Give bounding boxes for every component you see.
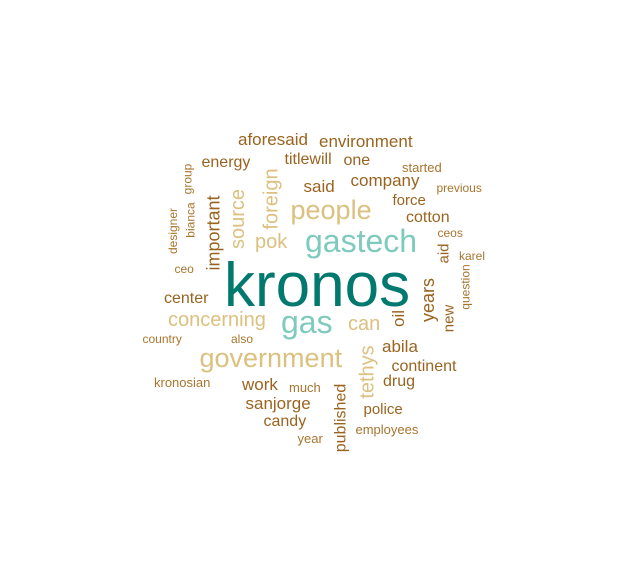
- word-government: government: [199, 342, 343, 373]
- word-previous: previous: [436, 181, 482, 195]
- word-foreign: foreign: [260, 168, 283, 230]
- word-center: center: [164, 290, 209, 307]
- word-new: new: [440, 304, 458, 332]
- word-bianca: bianca: [183, 202, 198, 238]
- word-energy: energy: [201, 154, 251, 171]
- word-important: important: [203, 195, 224, 271]
- word-aid: aid: [435, 242, 453, 264]
- word-country: country: [142, 332, 182, 346]
- word-said: said: [303, 176, 335, 196]
- word-oil: oil: [388, 309, 408, 327]
- word-question: question: [458, 264, 473, 310]
- word-work: work: [242, 374, 278, 394]
- word-ceos: ceos: [437, 226, 463, 240]
- word-can: can: [348, 313, 381, 335]
- word-environment: environment: [319, 131, 413, 151]
- word-years: years: [418, 277, 439, 323]
- word-drug: drug: [383, 373, 416, 390]
- word-year: year: [297, 430, 323, 446]
- word-much: much: [289, 379, 321, 395]
- word-company: company: [350, 170, 420, 190]
- word-kronosian: kronosian: [154, 374, 211, 390]
- word-candy: candy: [263, 413, 307, 430]
- word-kronos: kronos: [224, 251, 411, 320]
- word-titlewill: titlewill: [284, 151, 332, 168]
- word-ceo: ceo: [174, 262, 194, 276]
- word-continent: continent: [391, 358, 457, 375]
- word-sanjorge: sanjorge: [245, 393, 311, 413]
- word-gastech: gastech: [305, 223, 418, 259]
- word-group: group: [179, 163, 194, 195]
- word-pok: pok: [255, 231, 288, 253]
- word-also: also: [231, 332, 254, 346]
- word-police: police: [363, 400, 403, 418]
- word-started: started: [402, 159, 442, 175]
- word-one: one: [343, 152, 371, 169]
- word-cotton: cotton: [406, 209, 450, 226]
- word-published: published: [331, 383, 349, 453]
- word-karel: karel: [459, 249, 486, 263]
- word-designer: designer: [166, 207, 181, 255]
- word-tethys: tethys: [356, 345, 379, 399]
- word-employees: employees: [355, 421, 419, 437]
- word-people: people: [290, 194, 372, 225]
- word-force: force: [392, 191, 426, 209]
- word-source: source: [227, 188, 250, 250]
- word-abila: abila: [382, 336, 418, 356]
- word-aforesaid: aforesaid: [238, 129, 308, 149]
- word-concerning: concerning: [168, 309, 266, 331]
- word-gas: gas: [281, 304, 333, 340]
